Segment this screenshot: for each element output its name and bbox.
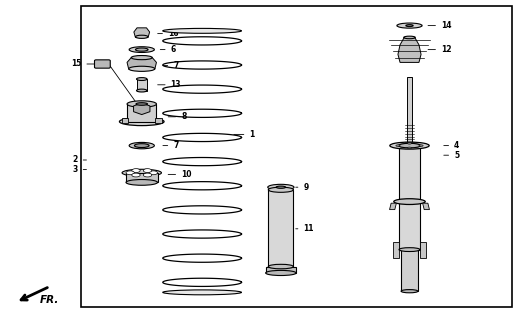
FancyBboxPatch shape bbox=[94, 60, 110, 68]
Polygon shape bbox=[127, 58, 156, 69]
Ellipse shape bbox=[268, 187, 293, 192]
Ellipse shape bbox=[126, 171, 134, 175]
Ellipse shape bbox=[163, 28, 242, 33]
Text: 4: 4 bbox=[444, 141, 459, 150]
Ellipse shape bbox=[407, 142, 412, 144]
Ellipse shape bbox=[266, 270, 296, 276]
Ellipse shape bbox=[396, 145, 400, 147]
Text: 7: 7 bbox=[163, 141, 178, 150]
Ellipse shape bbox=[276, 186, 286, 188]
Ellipse shape bbox=[406, 25, 413, 27]
Ellipse shape bbox=[136, 103, 148, 105]
Bar bbox=[401, 250, 418, 291]
Ellipse shape bbox=[390, 142, 429, 149]
Text: 15: 15 bbox=[71, 60, 94, 68]
Ellipse shape bbox=[135, 35, 148, 38]
Ellipse shape bbox=[136, 77, 147, 80]
Ellipse shape bbox=[120, 117, 164, 125]
Ellipse shape bbox=[143, 169, 152, 172]
Text: 3: 3 bbox=[72, 165, 87, 174]
Ellipse shape bbox=[397, 23, 422, 28]
Text: 16: 16 bbox=[158, 29, 179, 38]
Text: 5: 5 bbox=[444, 151, 459, 160]
Text: 13: 13 bbox=[158, 80, 181, 89]
Ellipse shape bbox=[126, 180, 158, 185]
Text: 2: 2 bbox=[72, 156, 87, 164]
Bar bbox=[136, 79, 147, 91]
Text: 11: 11 bbox=[296, 224, 314, 233]
Text: 10: 10 bbox=[168, 170, 192, 179]
Polygon shape bbox=[155, 118, 162, 123]
Text: 8: 8 bbox=[168, 112, 186, 121]
Bar bbox=[127, 104, 156, 122]
Text: 9: 9 bbox=[296, 183, 309, 192]
Ellipse shape bbox=[394, 199, 425, 204]
Polygon shape bbox=[393, 242, 399, 258]
Text: 12: 12 bbox=[428, 45, 452, 54]
Text: FR.: FR. bbox=[39, 295, 59, 305]
Ellipse shape bbox=[163, 290, 242, 295]
Ellipse shape bbox=[404, 36, 415, 39]
Polygon shape bbox=[420, 242, 426, 258]
Ellipse shape bbox=[132, 169, 140, 172]
Ellipse shape bbox=[122, 169, 162, 176]
Polygon shape bbox=[122, 118, 128, 123]
Ellipse shape bbox=[407, 147, 412, 148]
Text: 7: 7 bbox=[163, 61, 178, 70]
Ellipse shape bbox=[129, 66, 155, 71]
Polygon shape bbox=[390, 203, 396, 210]
Ellipse shape bbox=[268, 184, 294, 190]
Ellipse shape bbox=[129, 142, 154, 149]
Text: 1: 1 bbox=[234, 130, 255, 139]
Text: 6: 6 bbox=[160, 45, 176, 54]
Ellipse shape bbox=[401, 290, 418, 293]
Ellipse shape bbox=[419, 145, 423, 147]
Ellipse shape bbox=[149, 171, 158, 175]
Text: 14: 14 bbox=[428, 21, 452, 30]
Ellipse shape bbox=[268, 264, 293, 269]
Polygon shape bbox=[398, 37, 421, 62]
Bar bbox=[266, 267, 296, 273]
Ellipse shape bbox=[398, 143, 421, 148]
Ellipse shape bbox=[135, 48, 148, 51]
Bar bbox=[81, 6, 512, 307]
Ellipse shape bbox=[127, 101, 156, 107]
Bar bbox=[268, 190, 293, 267]
Ellipse shape bbox=[129, 47, 154, 52]
Ellipse shape bbox=[143, 173, 152, 177]
Ellipse shape bbox=[399, 144, 420, 148]
Ellipse shape bbox=[399, 248, 420, 252]
Polygon shape bbox=[134, 28, 150, 37]
Bar bbox=[126, 173, 158, 182]
Ellipse shape bbox=[136, 89, 147, 92]
Ellipse shape bbox=[132, 173, 140, 177]
Ellipse shape bbox=[131, 55, 152, 60]
Bar bbox=[399, 146, 420, 250]
Ellipse shape bbox=[134, 144, 149, 148]
Bar bbox=[407, 77, 412, 146]
Polygon shape bbox=[423, 203, 429, 210]
